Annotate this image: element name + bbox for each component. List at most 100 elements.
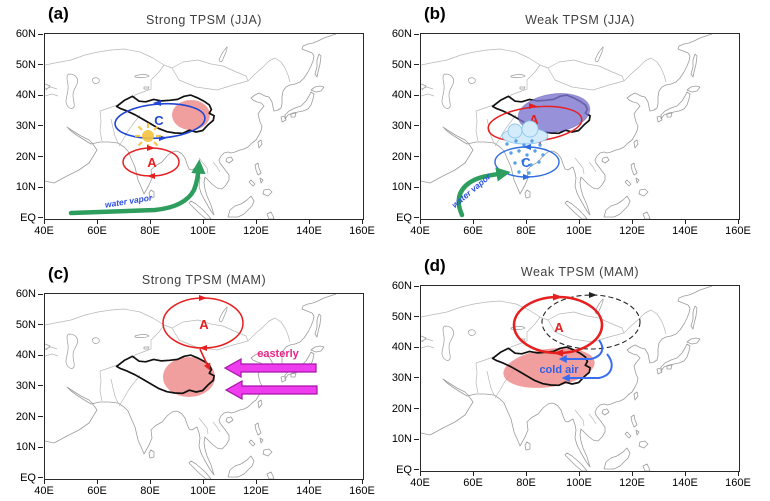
panel-d-x-axis: 40E 60E 80E 100E 120E 140E 160E: [403, 471, 755, 489]
x-tick-label: 80E: [133, 479, 167, 497]
cold-shading: [517, 93, 591, 133]
cold-air-arrows: [558, 339, 613, 382]
dashed-ellipse: [541, 292, 641, 350]
y-tick-label: 20N: [10, 151, 43, 163]
y-tick-label: 10N: [10, 181, 43, 193]
x-tick-label: 80E: [133, 219, 167, 237]
y-tick-label: 50N: [386, 311, 419, 323]
descending-air-arrow: [199, 348, 211, 371]
panel-a-tag: (a): [48, 4, 69, 23]
x-tick-label: 60E: [456, 471, 490, 489]
panel-c-tag: (c): [48, 264, 69, 283]
water-vapor-label: water vapor: [450, 171, 494, 210]
x-tick-label: 140E: [668, 471, 702, 489]
panel-a-y-axis: 60N 50N 40N 30N 20N 10N EQ: [10, 28, 43, 224]
x-tick-label: 120E: [239, 479, 273, 497]
y-tick-label: 40N: [10, 89, 43, 101]
x-tick-label: 140E: [668, 219, 702, 237]
cold-air-arrow-upper: [558, 339, 604, 363]
sun-icon: [135, 123, 161, 149]
warm-shading: [172, 100, 210, 130]
anticyclone-ellipse: [512, 293, 604, 357]
x-tick-label: 140E: [292, 479, 326, 497]
x-tick-label: 100E: [562, 471, 596, 489]
cyclone-label: C: [521, 155, 531, 170]
y-tick-label: 10N: [10, 441, 43, 453]
x-tick-label: 120E: [239, 219, 273, 237]
water-vapor-arrow: [456, 167, 511, 218]
y-tick-label: 10N: [386, 433, 419, 445]
y-tick-label: 40N: [386, 89, 419, 101]
y-tick-label: 60N: [10, 288, 43, 300]
panel-b-tag: (b): [424, 4, 446, 23]
panel-a-x-axis: 40E 60E 80E 100E 120E 140E 160E: [27, 219, 379, 237]
anticyclone-ellipse: [122, 145, 180, 179]
y-tick-label: 20N: [386, 403, 419, 415]
y-tick-label: 30N: [386, 372, 419, 384]
panel-d-tag: (d): [424, 256, 446, 275]
easterly-arrow-lower: [224, 379, 318, 401]
cloud-icon: [501, 120, 549, 145]
anticyclone-label: A: [554, 320, 564, 335]
x-tick-label: 160E: [345, 479, 379, 497]
y-tick-label: 50N: [10, 319, 43, 331]
y-tick-label: 30N: [10, 380, 43, 392]
y-tick-label: 40N: [386, 341, 419, 353]
y-tick-label: 60N: [386, 28, 419, 40]
anticyclone-ellipse: [162, 295, 244, 351]
cyclone-ellipse: [494, 144, 560, 180]
y-tick-label: 50N: [386, 59, 419, 71]
x-tick-label: 100E: [186, 479, 220, 497]
easterly-label: easterly: [257, 348, 299, 360]
cyclone-label: C: [154, 113, 164, 128]
x-tick-label: 160E: [345, 219, 379, 237]
precip-dots: [505, 139, 545, 175]
y-tick-label: 30N: [386, 120, 419, 132]
x-tick-label: 80E: [509, 219, 543, 237]
panel-a-map: C A water vapor: [44, 33, 364, 220]
panel-d-y-axis: 60N 50N 40N 30N 20N 10N EQ: [386, 280, 419, 476]
x-tick-label: 100E: [186, 219, 220, 237]
x-tick-label: 40E: [403, 219, 437, 237]
x-tick-label: 60E: [80, 219, 114, 237]
x-tick-label: 100E: [562, 219, 596, 237]
water-vapor-label: water vapor: [104, 192, 153, 209]
panel-a-title: Strong TPSM (JJA): [146, 13, 262, 27]
anticyclone-label: A: [147, 155, 157, 170]
panel-b-map: A C: [420, 33, 740, 220]
x-tick-label: 140E: [292, 219, 326, 237]
y-tick-label: 50N: [10, 59, 43, 71]
y-tick-label: 60N: [10, 28, 43, 40]
panel-c-map: A easterly: [44, 293, 364, 480]
x-tick-label: 40E: [403, 471, 437, 489]
y-tick-label: 60N: [386, 280, 419, 292]
x-tick-label: 40E: [27, 219, 61, 237]
y-tick-label: 20N: [386, 151, 419, 163]
panel-b-y-axis: 60N 50N 40N 30N 20N 10N EQ: [386, 28, 419, 224]
panel-b-x-axis: 40E 60E 80E 100E 120E 140E 160E: [403, 219, 755, 237]
water-vapor-arrow: [68, 159, 206, 216]
panel-c-title: Strong TPSM (MAM): [141, 273, 267, 287]
y-tick-label: 40N: [10, 349, 43, 361]
panel-b-title: Weak TPSM (JJA): [525, 13, 635, 27]
panel-d-map: A cold air: [420, 285, 740, 472]
panel-c-x-axis: 40E 60E 80E 100E 120E 140E 160E: [27, 479, 379, 497]
anticyclone-label: A: [529, 112, 539, 127]
x-tick-label: 160E: [721, 471, 755, 489]
cold-air-label: cold air: [539, 364, 579, 376]
x-tick-label: 80E: [509, 471, 543, 489]
x-tick-label: 40E: [27, 479, 61, 497]
x-tick-label: 120E: [615, 219, 649, 237]
anticyclone-label: A: [199, 317, 209, 332]
panel-d-title: Weak TPSM (MAM): [520, 265, 640, 279]
y-tick-label: 10N: [386, 181, 419, 193]
easterly-arrows: [223, 357, 318, 401]
warm-shading: [163, 357, 215, 397]
x-tick-label: 160E: [721, 219, 755, 237]
easterly-arrow-upper: [223, 357, 317, 379]
panel-c-y-axis: 60N 50N 40N 30N 20N 10N EQ: [10, 288, 43, 484]
x-tick-label: 120E: [615, 471, 649, 489]
cold-air-arrow-lower: [561, 353, 613, 382]
y-tick-label: 30N: [10, 120, 43, 132]
